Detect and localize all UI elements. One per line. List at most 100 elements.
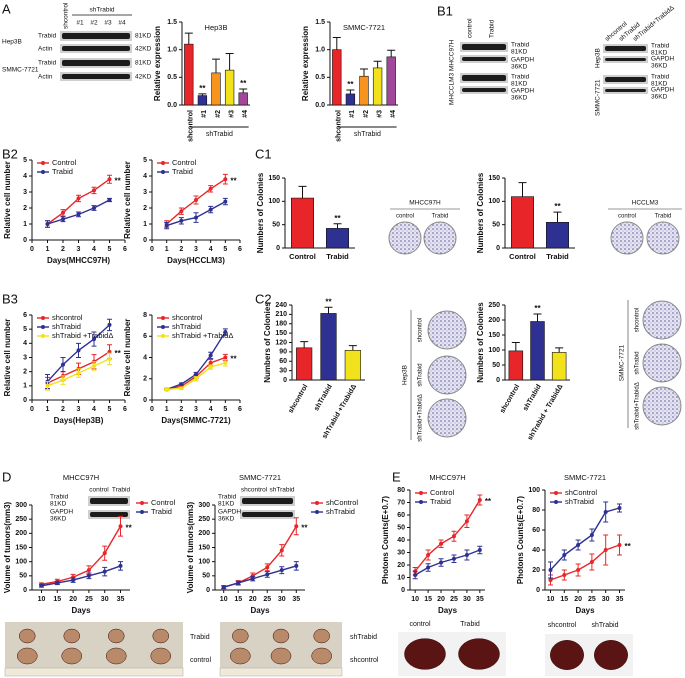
blot-band: [462, 57, 506, 61]
point: [464, 519, 469, 524]
y-tick-label: 100: [198, 559, 210, 566]
tumor: [458, 638, 500, 670]
y-axis-label: Relative cell number: [123, 161, 132, 239]
legend-marker: [161, 325, 165, 329]
y-tick-label: 5: [143, 157, 147, 164]
x-tick-label: 4: [92, 406, 96, 413]
bar: [224, 69, 235, 106]
point: [548, 578, 553, 582]
point: [250, 576, 255, 581]
point: [118, 524, 123, 529]
point: [61, 210, 65, 215]
point: [76, 212, 81, 217]
legend-label: shTrabid: [326, 507, 355, 516]
x-axis-label: Days(Hep3B): [54, 416, 104, 425]
blot-label: Trabid: [50, 494, 69, 501]
photo-bg: [5, 622, 183, 676]
y-tick-label: 100: [528, 487, 540, 494]
y-tick-label: 20: [532, 567, 540, 574]
x-tick-label: shcontrol: [287, 383, 309, 414]
x-tick-label: 20: [69, 596, 77, 603]
point: [223, 177, 228, 182]
tumor: [272, 628, 290, 644]
x-tick-label: 30: [602, 596, 610, 603]
legend-marker: [41, 334, 45, 338]
error-bar: [198, 93, 207, 96]
y-axis-label: Volume of tumors(mm3): [186, 501, 195, 593]
colony-dish: [642, 386, 682, 426]
x-tick-label: 2: [61, 246, 65, 253]
y-tick-label: 4: [23, 173, 27, 180]
y-axis-label: Relative cell number: [3, 319, 12, 397]
photo-label: Trabid: [460, 621, 480, 628]
point: [179, 218, 184, 223]
point: [223, 360, 228, 365]
y-tick-label: 0: [143, 397, 147, 404]
bar: [211, 72, 221, 106]
point: [86, 573, 91, 578]
point: [589, 560, 594, 564]
point: [55, 580, 60, 585]
photo-label: shcontrol: [548, 622, 577, 629]
y-tick-label: 50: [19, 573, 27, 580]
x-axis-label: Days: [575, 606, 595, 615]
point: [294, 563, 299, 568]
y-tick-label: 80: [397, 487, 405, 494]
x-tick-label: 3: [194, 406, 198, 413]
y-tick-label: 0.0: [167, 102, 177, 109]
blot-band: [242, 512, 293, 517]
blot-label: 81KD: [651, 50, 668, 57]
x-tick-label: 0: [150, 246, 154, 253]
legend-marker: [554, 491, 558, 495]
bar: [508, 350, 524, 381]
x-tick-label: 20: [574, 596, 582, 603]
significance: **: [199, 84, 206, 93]
y-tick-label: 300: [15, 502, 27, 509]
plate-label: shTrabid+TrabidΔ: [635, 382, 641, 429]
blot-label: control: [467, 18, 474, 38]
y-tick-label: 90: [279, 349, 287, 356]
blot-band: [242, 498, 293, 504]
blot-label: Trabid: [511, 42, 530, 49]
tumor: [550, 640, 584, 670]
x-tick-label: 5: [223, 246, 227, 253]
x-tick-label: #4: [390, 110, 397, 118]
blot-label: #2: [90, 20, 98, 27]
point: [439, 541, 444, 546]
panel-label: C1: [255, 146, 272, 161]
blot-label: SMMC-7721: [2, 67, 39, 74]
x-axis-label: Days(HCCLM3): [167, 256, 225, 265]
y-tick-label: 2: [143, 376, 147, 383]
y-tick-label: 6: [143, 333, 147, 340]
tumor: [230, 647, 251, 665]
x-tick-label: 25: [588, 596, 596, 603]
x-tick-label: 35: [292, 596, 300, 603]
plate-label: shTrabid+TrabidΔ: [418, 394, 424, 441]
x-tick-label: 20: [249, 596, 257, 603]
legend-marker: [161, 161, 165, 165]
series-line: [41, 565, 121, 587]
blot-band: [462, 88, 506, 92]
error-bar: [511, 342, 520, 351]
tumor: [150, 647, 171, 665]
x-tick-label: 35: [117, 596, 125, 603]
blot-label: GAPDH: [50, 509, 73, 516]
colony-dish: [423, 221, 457, 255]
y-axis-label: Numbers of Colonies: [476, 172, 485, 253]
colony-dish: [427, 310, 467, 350]
blot-label: shcontrol: [63, 2, 70, 29]
blot-label: Actin: [38, 46, 53, 53]
y-tick-label: 250: [15, 516, 27, 523]
blot-label: shcontrol: [241, 487, 268, 494]
y-tick-label: 210: [275, 311, 287, 318]
tumor: [63, 628, 80, 644]
point: [39, 583, 44, 588]
panel-label: B2: [2, 146, 18, 161]
x-axis-label: Days: [71, 606, 91, 615]
y-tick-label: 80: [532, 507, 540, 514]
y-tick-label: 50: [202, 573, 210, 580]
bar: [238, 92, 248, 106]
bar: [290, 197, 314, 249]
chart-title: Hep3B: [205, 23, 228, 32]
